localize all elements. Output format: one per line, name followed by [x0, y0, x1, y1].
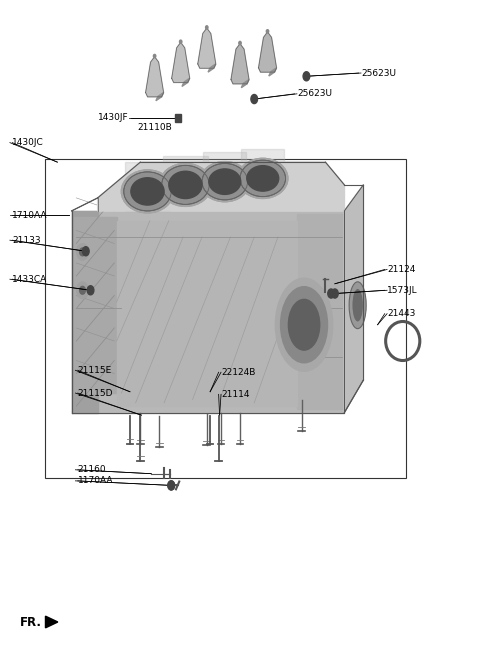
Polygon shape: [344, 185, 363, 413]
Circle shape: [266, 30, 269, 33]
Polygon shape: [259, 32, 276, 72]
Text: 21114: 21114: [221, 390, 250, 399]
Ellipse shape: [200, 161, 250, 201]
Text: 21110B: 21110B: [137, 123, 172, 132]
Ellipse shape: [167, 169, 204, 201]
Circle shape: [80, 248, 85, 256]
Polygon shape: [125, 162, 170, 211]
Polygon shape: [72, 211, 344, 413]
Text: 1430JC: 1430JC: [12, 138, 44, 147]
Ellipse shape: [124, 172, 171, 211]
Circle shape: [251, 94, 258, 104]
Ellipse shape: [349, 282, 366, 329]
Polygon shape: [163, 155, 208, 205]
Polygon shape: [344, 185, 363, 413]
Ellipse shape: [244, 164, 281, 193]
Ellipse shape: [121, 170, 174, 213]
Ellipse shape: [206, 167, 243, 196]
Polygon shape: [269, 68, 276, 76]
Text: 21124: 21124: [387, 265, 416, 274]
Ellipse shape: [352, 289, 363, 321]
Circle shape: [83, 247, 89, 256]
Polygon shape: [231, 44, 249, 84]
Polygon shape: [203, 152, 246, 200]
Text: 21115D: 21115D: [78, 388, 113, 398]
Polygon shape: [182, 78, 190, 87]
Polygon shape: [156, 92, 164, 101]
Circle shape: [80, 287, 85, 294]
Ellipse shape: [247, 166, 279, 191]
Text: 25623U: 25623U: [361, 68, 396, 77]
Circle shape: [154, 54, 156, 58]
Polygon shape: [145, 57, 164, 97]
Circle shape: [239, 41, 241, 45]
Circle shape: [205, 26, 208, 29]
Polygon shape: [72, 211, 97, 413]
Circle shape: [303, 72, 310, 81]
Ellipse shape: [276, 278, 333, 371]
Ellipse shape: [162, 165, 209, 205]
Ellipse shape: [200, 161, 250, 201]
Text: 1433CA: 1433CA: [12, 275, 48, 283]
Polygon shape: [97, 162, 344, 211]
Polygon shape: [46, 616, 58, 628]
Ellipse shape: [206, 167, 243, 196]
Text: 1573JL: 1573JL: [387, 286, 418, 295]
Text: 1710AA: 1710AA: [12, 211, 48, 220]
Text: 1430JF: 1430JF: [98, 113, 129, 123]
Text: 1170AA: 1170AA: [78, 476, 113, 485]
Ellipse shape: [159, 163, 212, 207]
Ellipse shape: [159, 163, 212, 207]
Text: 21133: 21133: [12, 236, 41, 245]
Polygon shape: [241, 149, 285, 197]
Text: 22124B: 22124B: [221, 368, 255, 377]
Ellipse shape: [238, 158, 288, 198]
Circle shape: [87, 286, 94, 295]
Circle shape: [76, 243, 89, 260]
Polygon shape: [172, 43, 190, 83]
Circle shape: [332, 289, 338, 298]
Text: FR.: FR.: [19, 615, 41, 628]
Polygon shape: [74, 217, 117, 393]
Text: 21443: 21443: [387, 309, 416, 318]
Ellipse shape: [288, 299, 320, 350]
Ellipse shape: [209, 169, 241, 194]
Circle shape: [328, 289, 335, 298]
Polygon shape: [208, 64, 216, 72]
Polygon shape: [198, 28, 216, 68]
Circle shape: [168, 481, 175, 490]
Ellipse shape: [121, 170, 174, 213]
Ellipse shape: [167, 169, 204, 201]
Bar: [176, 114, 181, 122]
Circle shape: [180, 40, 182, 43]
Ellipse shape: [169, 171, 202, 199]
Ellipse shape: [131, 178, 164, 205]
Circle shape: [76, 282, 89, 298]
Polygon shape: [97, 162, 344, 211]
Ellipse shape: [129, 176, 167, 207]
Polygon shape: [117, 220, 297, 406]
Ellipse shape: [129, 176, 167, 207]
Text: 25623U: 25623U: [297, 89, 332, 98]
Ellipse shape: [240, 160, 286, 197]
Text: 21160: 21160: [78, 465, 107, 474]
Ellipse shape: [244, 164, 281, 193]
Ellipse shape: [202, 163, 248, 200]
Ellipse shape: [238, 158, 288, 198]
Polygon shape: [241, 79, 249, 88]
Circle shape: [168, 481, 175, 490]
Polygon shape: [297, 214, 342, 409]
Bar: [46, 159, 406, 478]
Text: 21115E: 21115E: [78, 366, 112, 375]
Ellipse shape: [281, 287, 327, 363]
